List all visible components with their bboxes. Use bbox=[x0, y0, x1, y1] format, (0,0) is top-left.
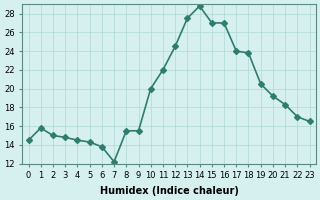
X-axis label: Humidex (Indice chaleur): Humidex (Indice chaleur) bbox=[100, 186, 238, 196]
